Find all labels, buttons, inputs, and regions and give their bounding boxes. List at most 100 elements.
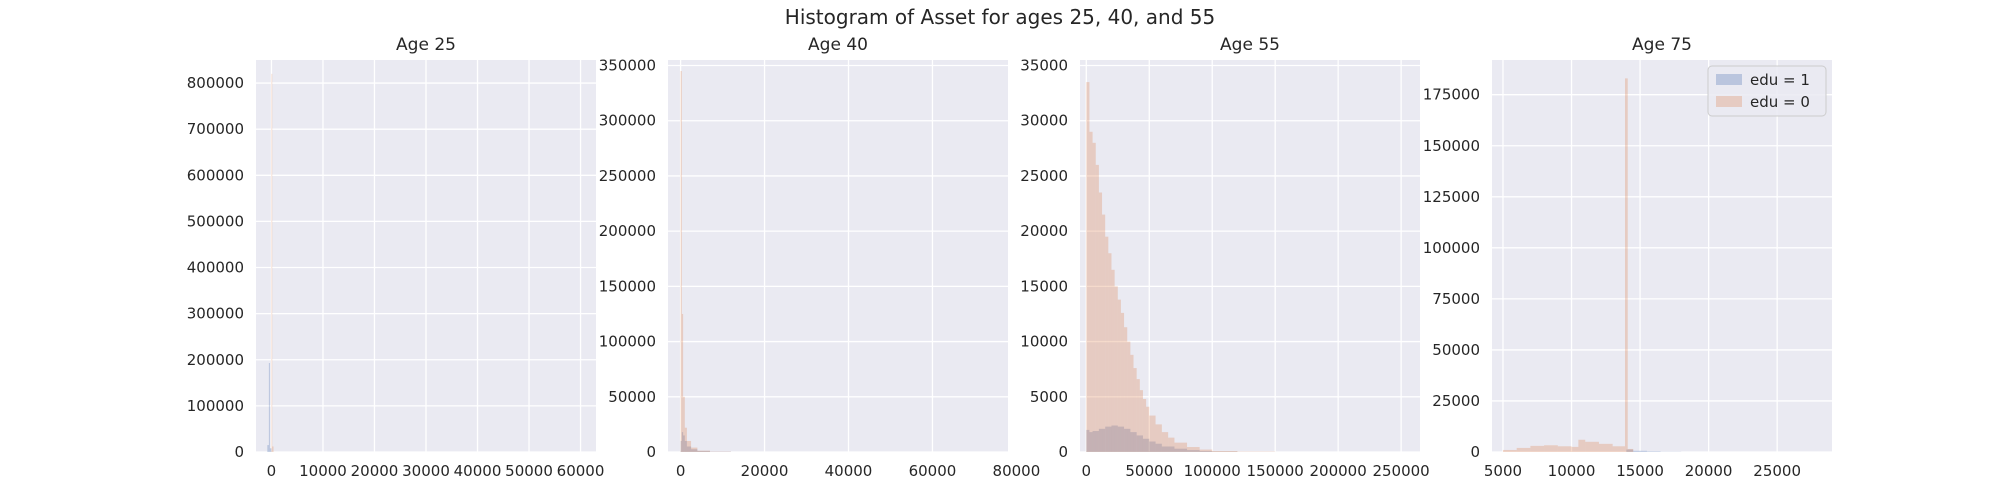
histogram-bar — [1105, 426, 1112, 452]
histogram-bar — [1212, 451, 1238, 452]
histogram-bar — [1199, 451, 1213, 452]
y-tick-label: 25000 — [1432, 392, 1480, 410]
histogram-bar — [1095, 164, 1099, 452]
histogram-bar — [1111, 269, 1115, 452]
histogram-bar — [1149, 415, 1156, 452]
histogram-bar — [681, 313, 684, 452]
legend-box — [1707, 65, 1827, 117]
x-tick-label: 150000 — [1247, 462, 1304, 480]
histogram-bar — [1111, 425, 1118, 452]
histogram-bar — [1571, 446, 1579, 452]
histogram-bar — [1161, 446, 1175, 452]
histogram-bar — [1124, 428, 1131, 452]
y-tick-label: 100000 — [187, 397, 244, 415]
histogram-bar — [1086, 82, 1090, 453]
histogram-bar — [680, 440, 682, 452]
series-edu-0 — [1086, 82, 1276, 453]
series-edu-1 — [1086, 425, 1238, 452]
histogram-bar — [1142, 398, 1147, 452]
x-tick-label: 40000 — [454, 462, 502, 480]
y-tick-label: 150000 — [599, 277, 656, 295]
x-tick-label: 20000 — [741, 462, 789, 480]
x-tick-label: 0 — [1082, 462, 1092, 480]
subplot-3: Age 55 0 50000 100000 150000 200000 250000 0 500… — [1020, 35, 1429, 480]
histogram-bar — [1124, 327, 1128, 452]
histogram-bar — [1142, 438, 1150, 452]
histogram-bar — [683, 435, 685, 452]
series-edu-1 — [267, 362, 272, 452]
histogram-bar — [1516, 447, 1531, 452]
histogram-bar — [1086, 429, 1090, 452]
histogram-bar — [1133, 368, 1137, 452]
y-tick-label: 300000 — [599, 112, 656, 130]
histogram-bar — [267, 445, 269, 452]
y-tick-label: 500000 — [187, 212, 244, 230]
histogram-bar — [683, 396, 685, 452]
histogram-bar — [1530, 445, 1545, 452]
y-tick-label: 35000 — [1020, 57, 1068, 75]
histogram-bar — [1102, 214, 1106, 452]
plot-area — [668, 60, 1008, 452]
y-tick-label: 400000 — [187, 259, 244, 277]
subplot-2: Age 40 0 20000 40000 60000 80000 0 50000 100000 1… — [599, 35, 1041, 480]
x-tick-label: 250000 — [1372, 462, 1429, 480]
x-tick-label: 10000 — [299, 462, 347, 480]
histogram-bar — [1127, 341, 1131, 452]
y-tick-label: 600000 — [187, 166, 244, 184]
x-tick-label: 40000 — [825, 462, 873, 480]
histogram-bar — [1092, 142, 1096, 452]
histogram-bar — [1149, 441, 1156, 452]
legend-label: edu = 1 — [1750, 71, 1810, 89]
x-tick-label: 15000 — [1616, 462, 1664, 480]
histogram-bar — [681, 432, 684, 452]
histogram-bar — [1155, 424, 1162, 452]
y-tick-label: 20000 — [1020, 222, 1068, 240]
histogram-bar — [1120, 312, 1125, 452]
histogram-bar — [1612, 446, 1625, 452]
figure-title: Histogram of Asset for ages 25, 40, and … — [785, 5, 1215, 29]
x-tick-label: 0 — [676, 462, 686, 480]
histogram-bar — [697, 450, 710, 452]
y-tick-label: 0 — [1470, 443, 1480, 461]
histogram-bar — [1187, 450, 1200, 452]
x-tick-label: 5000 — [1484, 462, 1522, 480]
histogram-bar — [684, 427, 687, 452]
histogram-bar — [1627, 448, 1634, 452]
histogram-bar — [1626, 449, 1634, 452]
subplot-title: Age 55 — [1220, 35, 1280, 55]
x-tick-label: 20000 — [351, 462, 399, 480]
x-tick-label: 50000 — [1125, 462, 1173, 480]
histogram-bar — [691, 447, 698, 452]
series-edu-0 — [1502, 78, 1634, 452]
y-tick-label: 700000 — [187, 120, 244, 138]
histogram-bar — [1598, 443, 1613, 452]
histogram-bar — [680, 71, 682, 453]
x-tick-label: 60000 — [557, 462, 605, 480]
x-tick-label: 20000 — [1685, 462, 1733, 480]
histogram-bar — [271, 73, 273, 452]
series-edu-0 — [271, 73, 274, 452]
histogram-bar — [686, 446, 692, 452]
legend-label: edu = 0 — [1750, 93, 1810, 111]
histogram-bar — [1502, 449, 1517, 452]
y-tick-label: 100000 — [599, 333, 656, 351]
y-tick-label: 5000 — [1030, 388, 1068, 406]
plot-area — [1492, 60, 1832, 452]
histogram-bar — [1187, 447, 1200, 452]
subplot-4: Age 75 5000 10000 15000 20000 25000 0 25000 5000… — [1423, 35, 1832, 480]
x-tick-label: 25000 — [1753, 462, 1801, 480]
histogram-bar — [1146, 406, 1150, 452]
y-tick-label: 800000 — [187, 74, 244, 92]
histogram-bar — [272, 446, 274, 452]
subplot-1: Age 250 10000 20000 30000 40000 50000 60000010… — [187, 35, 605, 480]
x-tick-label: 100000 — [1184, 462, 1241, 480]
x-tick-label: 0 — [267, 462, 277, 480]
y-tick-label: 15000 — [1020, 277, 1068, 295]
histogram-bar — [1174, 442, 1188, 452]
series-edu-1 — [1626, 449, 1682, 452]
histogram-bar — [1098, 192, 1103, 452]
histogram-bar — [1108, 253, 1112, 452]
histogram-bar — [1117, 299, 1121, 452]
histogram-bar — [684, 440, 687, 452]
